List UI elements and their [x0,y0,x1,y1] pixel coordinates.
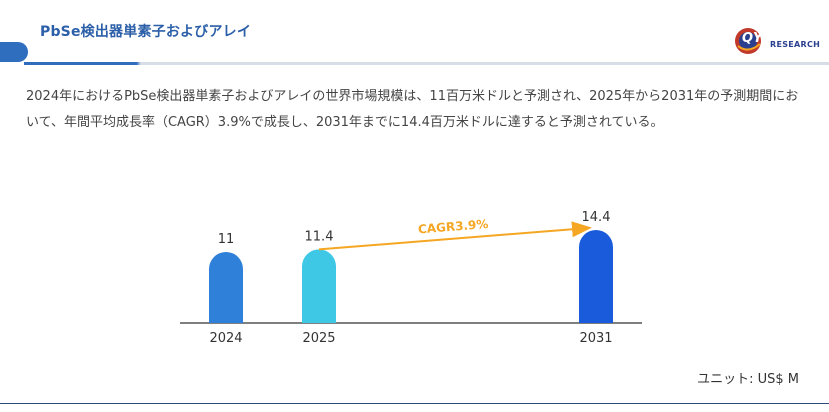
data-label-2031: 14.4 [582,210,611,225]
x-tick-label-2024: 2024 [209,331,242,346]
bar-2024 [209,251,243,323]
bar-2025 [302,249,336,323]
data-label-2024: 11 [218,232,235,247]
header-divider [24,62,829,65]
logo-globe-icon [735,28,761,54]
footer-divider [0,403,829,404]
cagr-arrow [318,221,592,251]
logo-text: RESEARCH [770,40,821,49]
data-label-2025: 11.4 [305,229,334,244]
bar-2031 [579,230,613,323]
logo-mark: QY [742,31,763,46]
cagr-label: CAGR3.9% [418,217,489,237]
summary-text: 2024年におけるPbSe検出器単素子およびアレイの世界市場規模は、11百万米ド… [26,89,799,130]
page-title: PbSe検出器単素子およびアレイ [40,24,252,40]
x-tick-label-2025: 2025 [302,331,335,346]
unit-label: ユニット: US$ M [697,372,799,387]
x-tick-label-2031: 2031 [579,331,612,346]
header-accent-bar [0,42,28,62]
